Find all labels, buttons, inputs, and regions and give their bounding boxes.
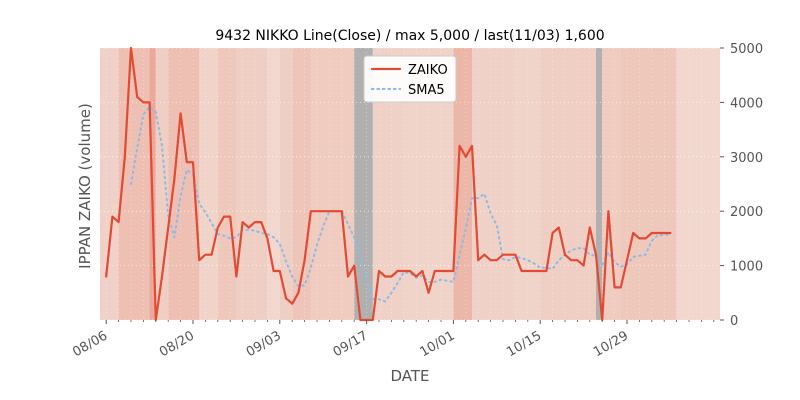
x-axis-label: DATE — [390, 367, 429, 385]
y-tick-label-4: 4000 — [730, 96, 763, 111]
background-band-15 — [453, 48, 472, 320]
background-band-6 — [217, 48, 237, 320]
series-layer — [105, 46, 672, 322]
background-band-22 — [620, 48, 677, 320]
series-line-zaiko — [105, 46, 672, 322]
y-tick-label-2: 2000 — [730, 205, 763, 220]
y-tick-label-5: 5000 — [730, 42, 763, 57]
y-tick-label-3: 3000 — [730, 151, 763, 166]
legend-box — [363, 55, 457, 103]
background-band-5 — [199, 48, 218, 320]
grid-lines — [100, 47, 720, 321]
legend: ZAIKO SMA5 — [363, 55, 457, 103]
y-axis-label: IPPAN ZAIKO (volume) — [76, 103, 94, 269]
background-band-20 — [596, 48, 603, 320]
background-band-1 — [118, 48, 150, 320]
y-tick-label-1: 1000 — [730, 260, 763, 275]
legend-label-sma5: SMA5 — [408, 83, 445, 98]
background-band-23 — [676, 48, 720, 320]
chart-title: 9432 NIKKO Line(Close) / max 5,000 / las… — [215, 28, 604, 44]
background-band-7 — [236, 48, 268, 320]
series-line-sma5 — [130, 105, 672, 303]
y-axis-ticks: 0 1000 2000 3000 4000 5000 — [720, 42, 763, 329]
background-band-19 — [565, 48, 596, 320]
legend-label-zaiko: ZAIKO — [408, 63, 448, 78]
background-band-8 — [267, 48, 280, 320]
background-band-0 — [100, 48, 119, 320]
background-band-16 — [472, 48, 516, 320]
y-tick-label-0: 0 — [730, 314, 738, 329]
background-band-11 — [310, 48, 355, 320]
